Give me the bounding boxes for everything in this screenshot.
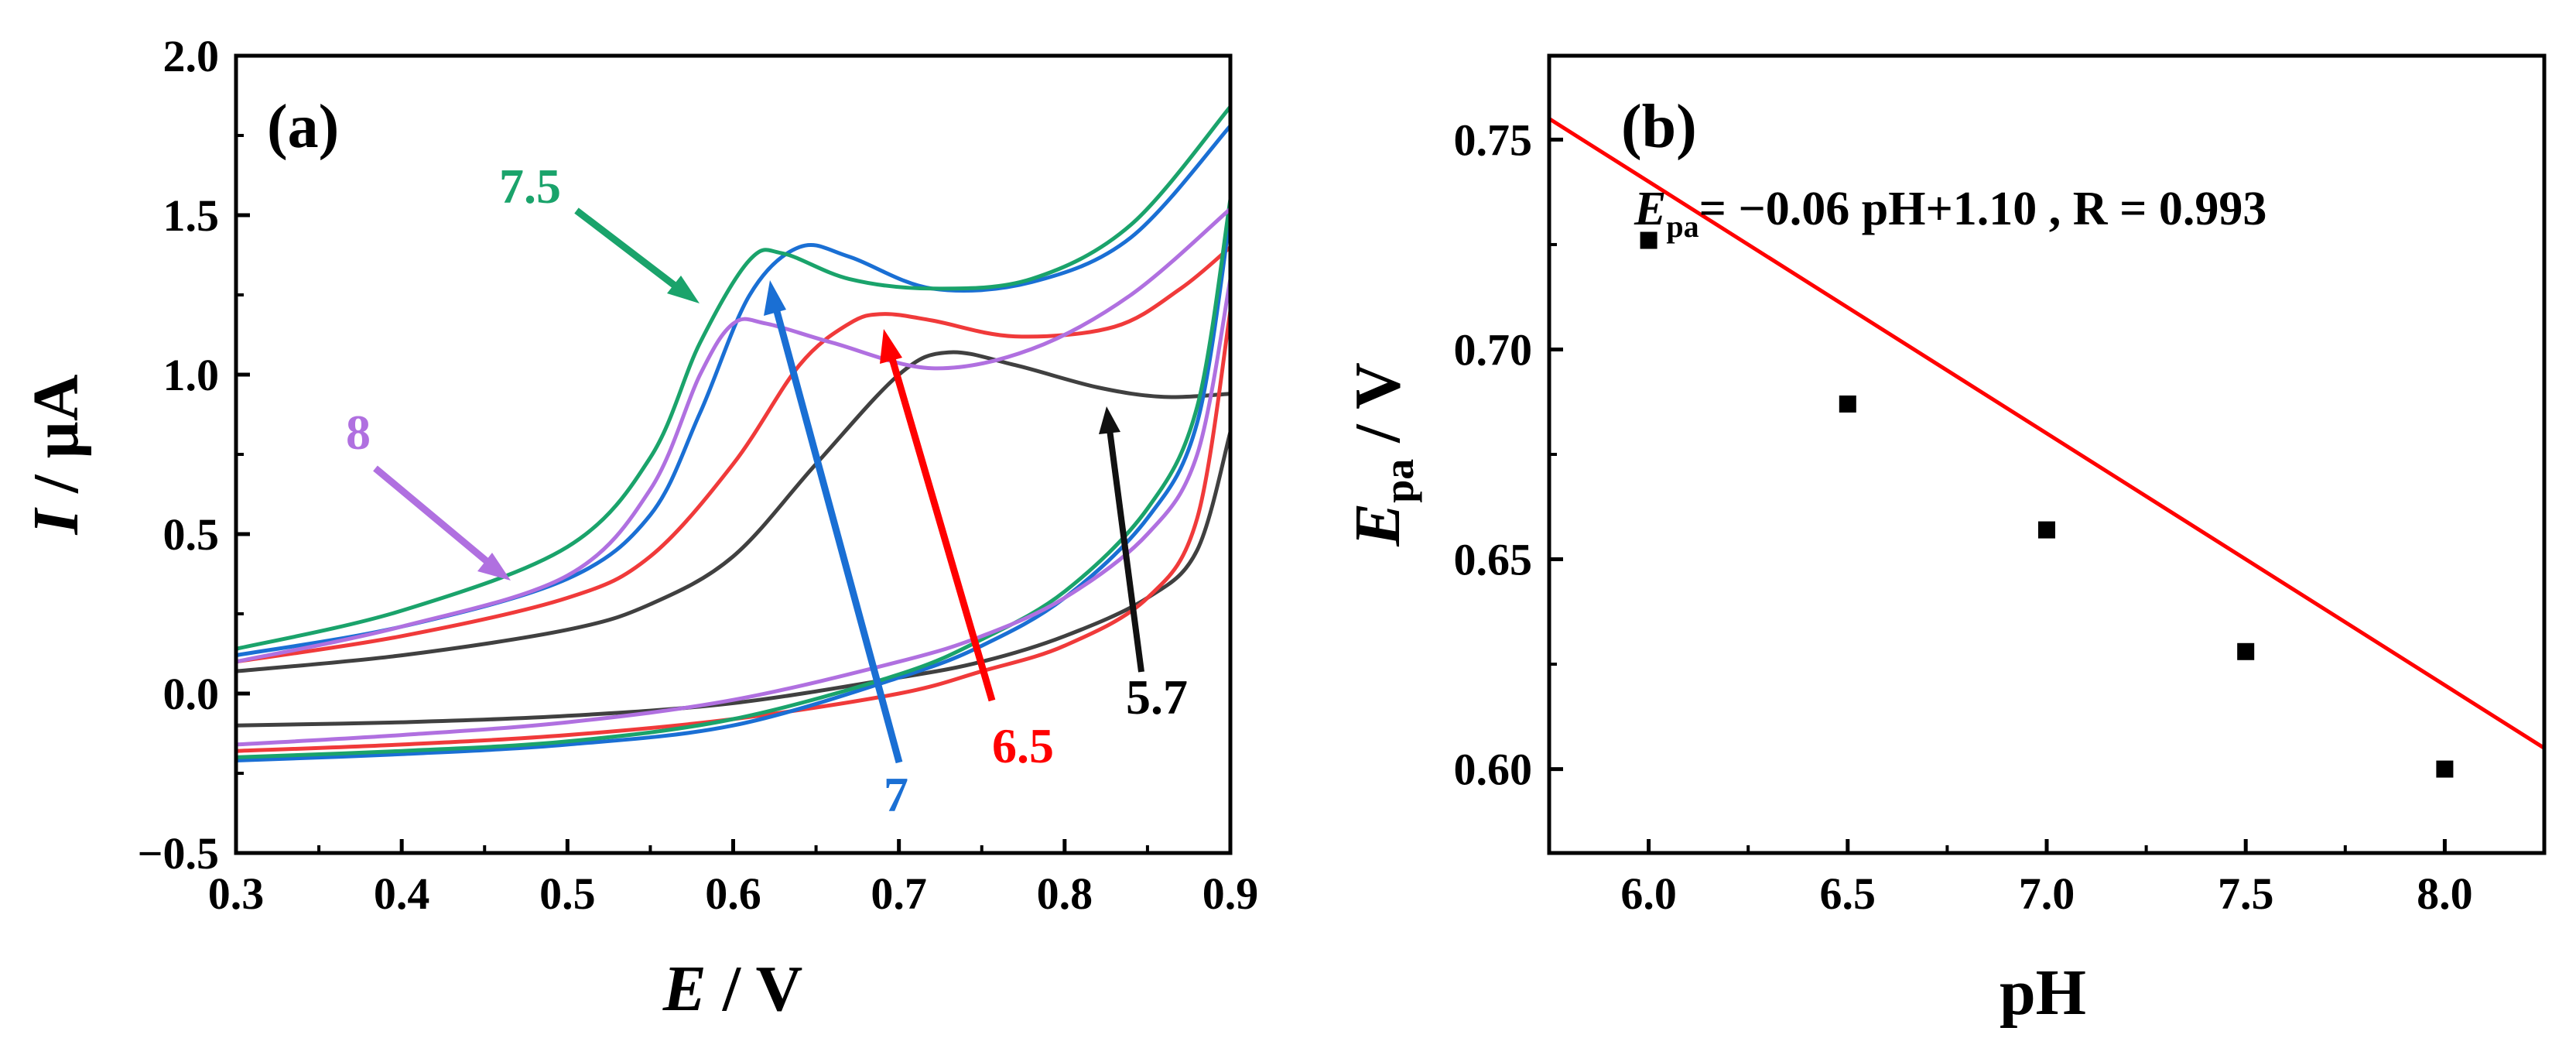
annotation-arrow-7 [764,280,903,764]
cv-curve-ph-6-5-lower [235,310,1233,753]
cv-curve-ph-7-lower [235,214,1233,762]
data-point [2038,521,2055,539]
b-x-tick-label: 8.0 [2417,868,2473,919]
panel-b-points [1640,231,2454,778]
label-pH-5.7: 5.7 [1126,670,1188,725]
annotation-arrow-6.5 [880,329,996,702]
a-x-tick-label: 0.8 [1037,868,1093,919]
fit-line [1548,117,2546,750]
b-x-tick-label: 7.5 [2218,868,2274,919]
a-y-tick-label: 2.0 [163,31,220,81]
a-y-tick-label: 1.0 [163,350,220,400]
label-pH-8: 8 [346,405,371,460]
panel-b-x-axis-label: pH [2000,957,2086,1029]
cv-curve-ph-7-5-lower [235,199,1233,759]
a-y-tick-label: 0.5 [163,509,220,560]
panel-b-ticks: 6.0 6.5 7.0 7.5 8.0 0.60 0.65 0.70 0.75 [1454,115,2473,919]
data-point [2237,642,2255,660]
label-pH-7: 7 [884,767,908,822]
label-pH-6.5: 6.5 [992,718,1054,773]
b-y-tick-label: 0.65 [1454,535,1533,585]
label-pH-7.5: 7.5 [499,159,561,214]
panel-b-fit-line-group [1548,117,2546,750]
panel-a-frame [234,53,1233,855]
panel-a-label: (a) [267,93,339,161]
b-x-tick-label: 6.5 [1820,868,1876,919]
annotation-arrow-8 [373,465,511,581]
b-x-tick-label: 6.0 [1620,868,1677,919]
panel-b-epa-vs-ph: 6.0 6.5 7.0 7.5 8.0 0.60 0.65 0.70 0.75 (b) Epa=… [1342,53,2547,1029]
a-y-tick-label: −0.5 [137,828,219,879]
fit-equation: Epa= −0.06 pH+1.10 , R = 0.993 [1634,183,2266,244]
cv-curve-ph-6-5-upper [235,245,1232,664]
a-y-tick-label: 0.0 [163,669,220,719]
data-point [1640,231,1657,249]
data-point [2436,760,2454,778]
a-y-tick-label: 1.5 [163,190,220,241]
a-x-tick-label: 0.6 [705,868,761,919]
panel-a-y-axis-label: I / µA [20,374,92,535]
panel-a-x-axis-label: E / V [662,953,803,1025]
b-y-tick-label: 0.60 [1454,745,1533,795]
a-x-tick-label: 0.4 [374,868,430,919]
annotation-arrow-7.5 [574,207,700,303]
a-x-tick-label: 0.9 [1202,868,1259,919]
cv-curve-ph-8-upper [235,207,1232,664]
a-x-tick-label: 0.5 [539,868,596,919]
annotation-arrow-5.7 [1099,406,1144,673]
panel-a-ticks: 0.3 0.4 0.5 0.6 0.7 0.8 0.9 −0.5 0.0 0.5 1.0 1.5 2.0 [137,31,1258,919]
panel-b-y-axis-label: Epa / V [1342,362,1422,547]
cv-curve-ph-8-lower [235,278,1233,747]
panel-b-frame [1547,53,2547,855]
panel-a-cyclic-voltammograms: 0.3 0.4 0.5 0.6 0.7 0.8 0.9 −0.5 0.0 0.5 1.0 1.5 2.0… [20,31,1258,1025]
b-y-tick-label: 0.70 [1454,324,1533,375]
cv-curve-ph-5-7-upper [235,350,1231,673]
a-x-tick-label: 0.3 [208,868,265,919]
a-x-tick-label: 0.7 [871,868,927,919]
b-x-tick-label: 7.0 [2019,868,2075,919]
panel-b-label: (b) [1621,93,1697,161]
panel-a-curves [235,105,1233,762]
data-point [1839,395,1856,413]
cv-curve-ph-7-5-upper [235,105,1232,651]
b-y-tick-label: 0.75 [1454,115,1533,165]
